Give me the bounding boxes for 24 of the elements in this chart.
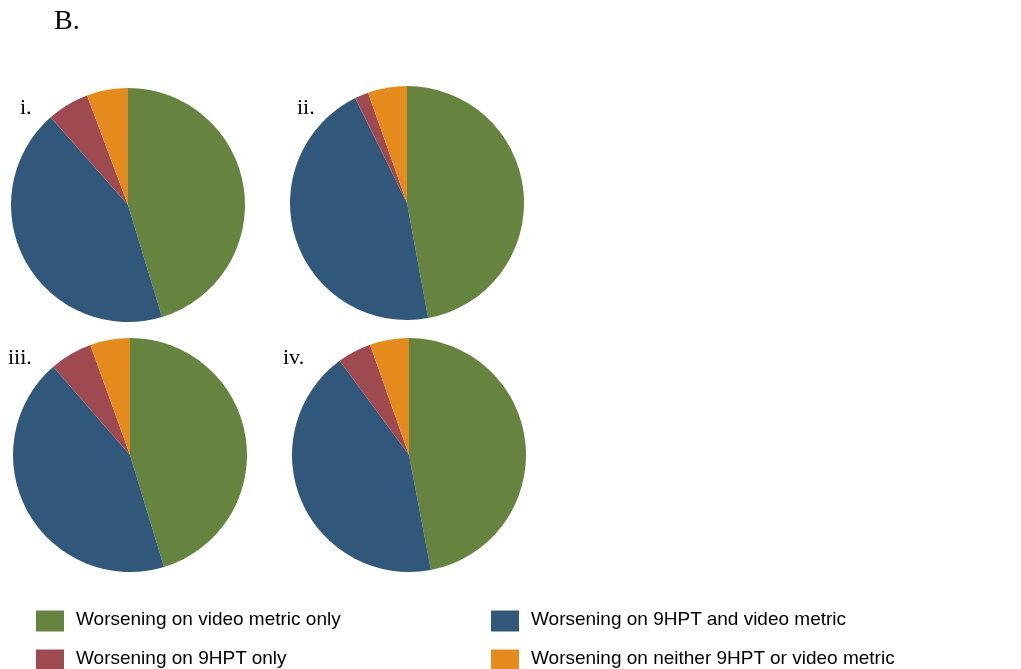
- pie-slice: [53, 344, 130, 455]
- pie-slice: [368, 86, 407, 203]
- pie-slice: [11, 117, 163, 322]
- pie-slice: [409, 338, 526, 570]
- pie-slice: [355, 92, 407, 203]
- pie-slice: [407, 86, 524, 319]
- chart-title: iv.: [283, 344, 305, 370]
- legend-label: Worsening on neither 9HPT or video metric: [531, 647, 895, 668]
- chart-title: ii.: [297, 94, 315, 120]
- legend-label: Worsening on 9HPT and video metric: [531, 608, 847, 629]
- pie-slice: [13, 366, 165, 572]
- chart-title: i.: [20, 94, 32, 120]
- legend-label: Worsening on video metric only: [76, 608, 341, 629]
- text: B.: [54, 4, 80, 36]
- pie-slice: [86, 88, 128, 205]
- pie-slice: [339, 344, 409, 455]
- pie-slice: [290, 98, 429, 320]
- pie-slice: [90, 338, 130, 455]
- pie-slice: [130, 338, 247, 567]
- pie-slice: [50, 95, 128, 205]
- pie-slice: [128, 88, 245, 317]
- pie-slice: [370, 338, 409, 455]
- legend-label: Worsening on 9HPT only: [76, 647, 287, 668]
- chart-title: iii.: [8, 344, 32, 370]
